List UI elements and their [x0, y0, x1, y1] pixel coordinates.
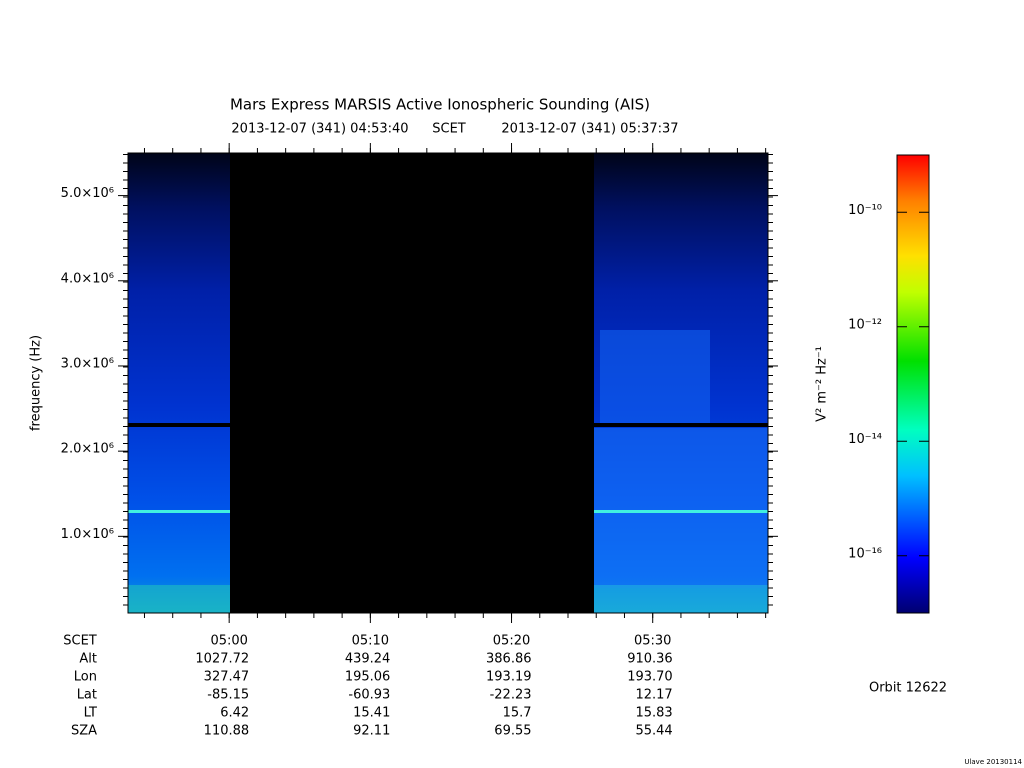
- spectrogram-feature: [594, 585, 768, 613]
- ephemeris-value: 910.36: [627, 652, 673, 667]
- ephemeris-value: 12.17: [635, 688, 672, 703]
- x-tick-label: 05:00: [210, 634, 247, 649]
- spectrogram-feature: [128, 423, 230, 427]
- spectrogram-feature: [600, 330, 710, 425]
- start-time: 2013-12-07 (341) 04:53:40: [231, 122, 408, 137]
- spectrogram-feature: [594, 428, 768, 588]
- credit: Ulave 20130114: [964, 758, 1022, 766]
- ephemeris-value: 69.55: [494, 724, 531, 739]
- ephemeris-value: 15.7: [503, 706, 532, 721]
- plot-frame: [127, 152, 769, 614]
- spectrogram-feature: [128, 585, 230, 613]
- ephemeris-row-label: Lon: [74, 670, 97, 685]
- spectrogram-block: [128, 153, 230, 613]
- end-time: 2013-12-07 (341) 05:37:37: [501, 122, 678, 137]
- ephemeris-value: 193.19: [486, 670, 532, 685]
- orbit: Orbit 12622: [869, 681, 947, 696]
- colorbar-tick-label: 10⁻¹²: [848, 317, 882, 332]
- y-tick-label: 3.0×10⁶: [61, 356, 114, 371]
- spectrogram-feature: [128, 510, 230, 513]
- ephemeris-value: 327.47: [204, 670, 250, 685]
- colorbar-label: V² m⁻² Hz⁻¹: [815, 346, 830, 422]
- ephemeris-value: -60.93: [348, 688, 390, 703]
- y-tick-label: 4.0×10⁶: [61, 271, 114, 286]
- title: Mars Express MARSIS Active Ionospheric S…: [230, 96, 650, 114]
- ephemeris-row-label: Lat: [77, 688, 97, 703]
- x-tick-label: 05:10: [352, 634, 389, 649]
- ephemeris-value: -85.15: [207, 688, 249, 703]
- ephemeris-value: 6.42: [220, 706, 249, 721]
- ephemeris-row-label: SZA: [71, 724, 97, 739]
- x-tick-label: 05:20: [493, 634, 530, 649]
- spectrogram-feature: [594, 510, 768, 513]
- time-label: SCET: [432, 122, 466, 137]
- spectrogram-feature: [594, 423, 768, 427]
- colorbar: [896, 154, 930, 614]
- ephemeris-value: 1027.72: [195, 652, 249, 667]
- colorbar-tick-label: 10⁻¹⁰: [848, 203, 882, 218]
- ephemeris-value: 110.88: [204, 724, 250, 739]
- ephemeris-value: 92.11: [353, 724, 390, 739]
- ephemeris-value: 193.70: [627, 670, 673, 685]
- colorbar-tick-label: 10⁻¹⁴: [848, 432, 882, 447]
- y-tick-label: 2.0×10⁶: [61, 442, 114, 457]
- ephemeris-value: 15.83: [635, 706, 672, 721]
- y-axis-label: frequency (Hz): [29, 335, 44, 431]
- ephemeris-value: 439.24: [345, 652, 391, 667]
- ephemeris-value: -22.23: [490, 688, 532, 703]
- ephemeris-time-label: SCET: [63, 634, 97, 649]
- y-tick-label: 1.0×10⁶: [61, 527, 114, 542]
- ephemeris-row-label: Alt: [79, 652, 97, 667]
- ephemeris-value: 386.86: [486, 652, 532, 667]
- ephemeris-value: 55.44: [635, 724, 672, 739]
- colorbar-tick-label: 10⁻¹⁶: [848, 546, 882, 561]
- ephemeris-row-label: LT: [84, 706, 97, 721]
- ephemeris-value: 195.06: [345, 670, 391, 685]
- y-tick-label: 5.0×10⁶: [61, 186, 114, 201]
- x-tick-label: 05:30: [634, 634, 671, 649]
- ephemeris-value: 15.41: [353, 706, 390, 721]
